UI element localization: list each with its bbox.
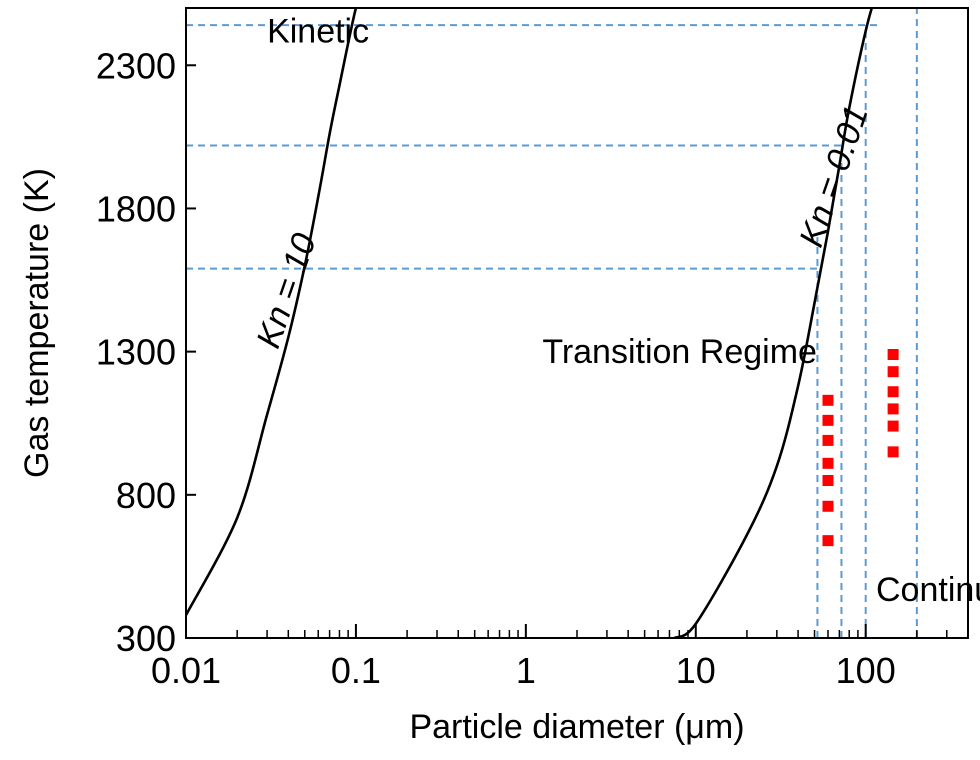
x-tick-label: 10 bbox=[676, 650, 716, 691]
scatter-points bbox=[822, 349, 899, 547]
y-tick-label: 1800 bbox=[96, 188, 176, 229]
data-point-1 bbox=[822, 500, 834, 512]
curves bbox=[186, 8, 874, 638]
data-point-5 bbox=[822, 414, 834, 426]
y-axis-label: Gas temperature (K) bbox=[18, 168, 56, 478]
data-point-7 bbox=[887, 446, 899, 458]
annotation-continuum: Continuum bbox=[876, 571, 980, 609]
reference-lines bbox=[186, 8, 918, 638]
x-tick-label: 0.01 bbox=[151, 650, 221, 691]
y-tick-label: 2300 bbox=[96, 45, 176, 86]
y-tick-label: 800 bbox=[116, 475, 176, 516]
data-point-2 bbox=[822, 475, 834, 486]
annotation-kn001: Kn = 0.01 bbox=[792, 101, 876, 252]
annotation-transition: Transition Regime bbox=[542, 333, 817, 371]
annotations: Kinetic Transition Regime Continuum Kn = 10… bbox=[249, 12, 980, 608]
axis-ticks: 0.01 0.1 1 10 100 300 800 1300 1800 2300 bbox=[96, 45, 969, 691]
annotation-kinetic: Kinetic bbox=[267, 12, 369, 50]
x-axis-label: Particle diameter (μm) bbox=[409, 708, 744, 746]
data-point-11 bbox=[887, 366, 899, 378]
y-tick-label: 1300 bbox=[96, 332, 176, 373]
y-tick-label: 300 bbox=[116, 618, 176, 659]
data-point-0 bbox=[822, 535, 834, 547]
data-point-6 bbox=[822, 394, 834, 406]
data-point-10 bbox=[887, 386, 899, 398]
data-point-4 bbox=[822, 434, 834, 446]
annotation-kn10: Kn = 10 bbox=[249, 229, 323, 353]
data-point-3 bbox=[822, 457, 834, 469]
curve-kn-0-01 bbox=[673, 8, 874, 638]
curve-kn-10 bbox=[186, 8, 358, 616]
x-tick-label: 100 bbox=[836, 650, 896, 691]
x-tick-label: 0.1 bbox=[331, 650, 381, 691]
data-point-8 bbox=[887, 420, 899, 432]
data-point-12 bbox=[887, 349, 899, 360]
x-tick-label: 1 bbox=[516, 650, 536, 691]
data-point-9 bbox=[887, 403, 899, 415]
